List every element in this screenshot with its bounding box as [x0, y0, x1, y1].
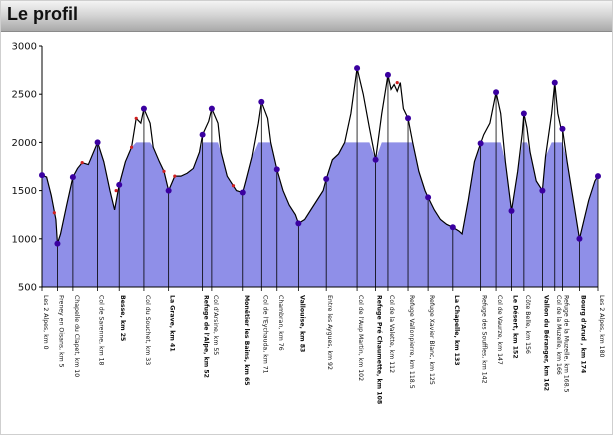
x-tick-label: Refuge des Souffles, km 142: [481, 295, 488, 384]
waypoint-marker: [140, 105, 147, 112]
minor-marker: [395, 81, 399, 85]
x-tick-label: Besse, km 25: [119, 295, 126, 341]
minor-marker: [162, 169, 166, 173]
waypoint-marker: [39, 172, 45, 179]
y-tick-label: 1500: [12, 186, 37, 197]
minor-marker: [231, 184, 236, 188]
x-tick-label: Bourg d'Arud , km 174: [579, 295, 586, 374]
x-tick-label: Entre les Aygues, km 92: [326, 295, 333, 370]
waypoint-marker: [551, 79, 558, 86]
x-tick-label: Col d'Arsine, km 55: [212, 295, 219, 355]
waypoint-marker: [258, 98, 265, 105]
waypoint-marker: [559, 125, 566, 132]
waypoint-marker: [405, 115, 412, 122]
minor-marker: [173, 174, 177, 178]
x-tick-label: Côte Belle, km 156: [524, 295, 532, 354]
waypoint-marker: [273, 166, 280, 173]
x-tick-label: Col du Souchet, km 33: [144, 295, 151, 365]
waypoint-marker: [94, 139, 101, 146]
x-tick-label: Col de Vaurze, km 147: [496, 295, 503, 365]
minor-marker: [114, 189, 118, 193]
x-tick-label: Vallouise, km 83: [298, 295, 305, 352]
y-tick-label: 2500: [12, 90, 37, 101]
waypoint-marker: [354, 65, 361, 72]
x-tick-label: Chapelle du Clapet, km 10: [73, 295, 80, 377]
waypoint-marker: [493, 89, 500, 96]
waypoint-marker: [384, 71, 391, 78]
y-tick-label: 3000: [12, 42, 37, 53]
minor-marker: [52, 211, 56, 215]
x-tick-label: Freney en Oisans, km 5: [57, 295, 64, 368]
x-tick-label: Les 2 Alpes, km 180: [598, 295, 605, 358]
waypoint-marker: [165, 187, 172, 194]
waypoint-marker: [323, 176, 330, 183]
minor-marker: [80, 161, 84, 165]
waypoint-marker: [576, 235, 583, 242]
waypoint-marker: [295, 220, 302, 227]
x-tick-label: Refuge Pré Chaumette, km 108: [376, 295, 384, 404]
header-bar: Le profil: [1, 1, 612, 32]
y-tick-label: 2000: [12, 138, 37, 149]
x-tick-label: Col de la Valette, km 112: [388, 295, 395, 373]
waypoint-marker: [54, 240, 61, 247]
x-tick-label: Refuge Xavier Blanc, km 125: [428, 295, 435, 385]
elevation-profile-chart: 500 1000 1500 2000 2500 3000 Les 2 Alpes, km 0…: [12, 42, 605, 405]
waypoint-marker: [208, 105, 215, 112]
waypoint-marker: [508, 207, 515, 214]
x-tick-label: La Grave, km 41: [169, 295, 176, 352]
waypoint-marker: [372, 156, 379, 163]
x-tick-label: Vallon du Béranger, km 162: [542, 295, 550, 391]
minor-marker: [134, 116, 138, 120]
waypoint-marker: [477, 140, 484, 147]
waypoint-marker: [520, 110, 527, 117]
x-tick-label: Refuge de la Muzelle, km 168.5: [562, 295, 569, 393]
profile-area: [42, 142, 598, 287]
page-title: Le profil: [7, 4, 78, 24]
x-tick-label: Chambran, km 76: [277, 295, 284, 351]
x-tick-label: Refuge de l'Alpe, km 52: [203, 295, 210, 378]
waypoint-marker: [595, 173, 601, 180]
x-tick-label: Col de l'Aup Martin, km 102: [357, 295, 364, 381]
waypoint-marker: [199, 131, 206, 138]
minor-marker: [129, 145, 134, 149]
y-tick-label: 500: [18, 283, 37, 294]
x-tick-label: Monêtier les Bains, km 65: [243, 295, 251, 386]
x-tick-label: Col de l'Eychauda, km 71: [261, 295, 268, 374]
waypoint-marker: [239, 189, 246, 196]
x-tick-label: Col de Sarenne, km 18: [98, 295, 105, 366]
x-tick-label: Refuge Vallonpierre, km 118.5: [408, 295, 415, 389]
waypoint-marker: [116, 181, 123, 188]
waypoint-marker: [539, 187, 546, 194]
waypoint-marker: [69, 174, 76, 181]
waypoint-marker: [425, 194, 432, 201]
waypoint-marker: [449, 224, 456, 231]
x-tick-label: Le Désert, km 152: [512, 295, 520, 359]
y-tick-label: 1000: [12, 234, 37, 245]
x-tick-label: La Chapelle, km 133: [453, 295, 460, 366]
x-tick-label: Col de la Muzelle, km 166: [555, 295, 562, 375]
x-tick-label: Les 2 Alpes, km 0: [42, 295, 49, 350]
